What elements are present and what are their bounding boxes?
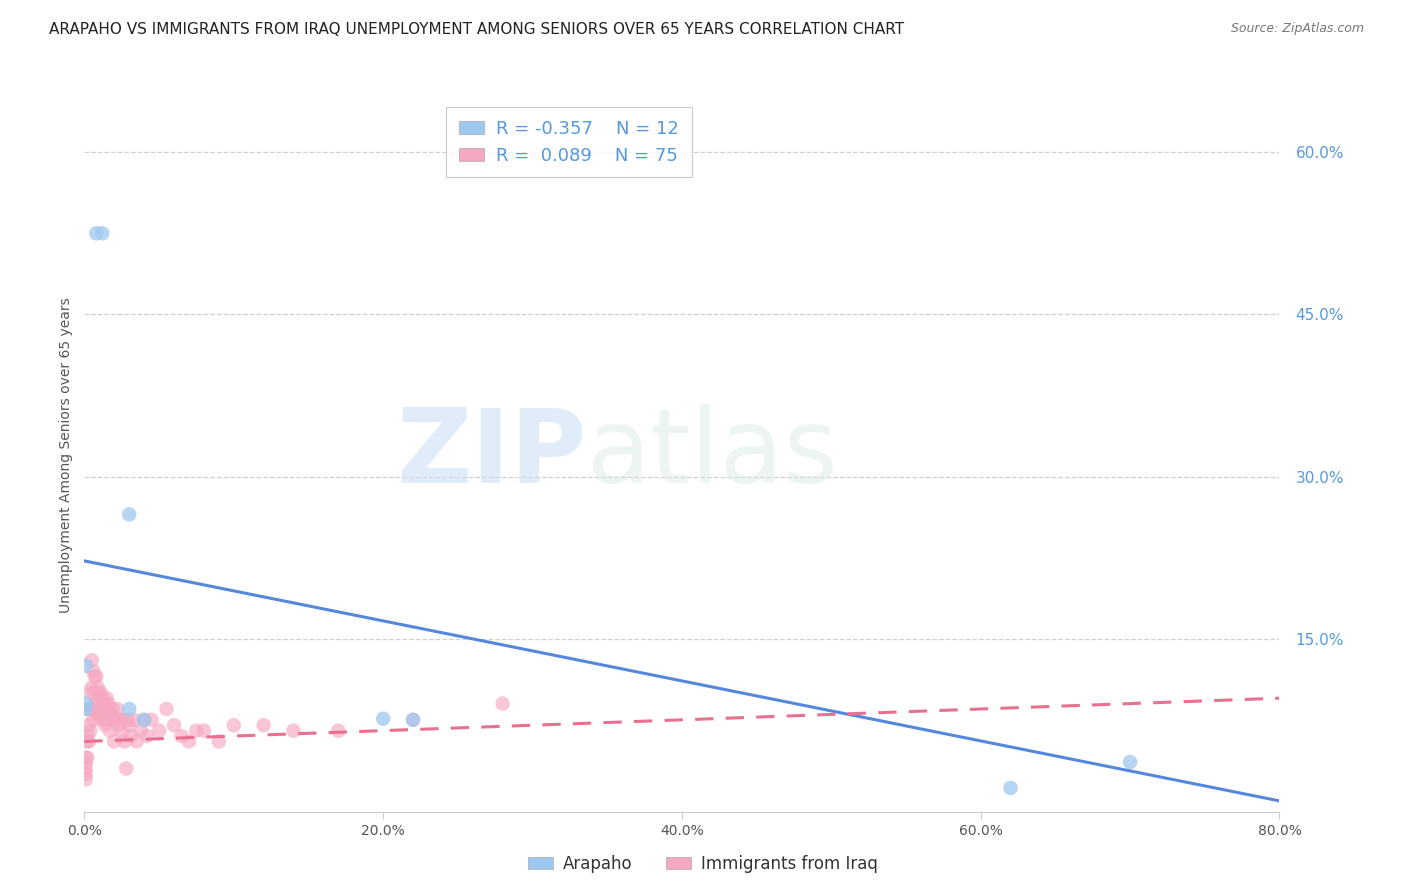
Point xyxy=(283,723,305,738)
Point xyxy=(222,718,245,732)
Point xyxy=(107,718,129,732)
Point xyxy=(94,718,117,732)
Point xyxy=(120,729,142,743)
Point xyxy=(77,702,100,716)
Point xyxy=(77,718,100,732)
Point xyxy=(75,702,97,716)
Point xyxy=(103,734,125,748)
Point xyxy=(89,707,111,722)
Point xyxy=(129,723,152,738)
Point xyxy=(104,713,127,727)
Point xyxy=(79,702,101,716)
Point xyxy=(132,713,156,727)
Point xyxy=(76,734,98,748)
Point xyxy=(98,702,121,716)
Point xyxy=(122,713,145,727)
Point xyxy=(105,702,128,716)
Point xyxy=(96,691,118,706)
Point xyxy=(115,762,138,776)
Text: Source: ZipAtlas.com: Source: ZipAtlas.com xyxy=(1230,22,1364,36)
Point xyxy=(75,750,97,764)
Point xyxy=(91,227,114,241)
Point xyxy=(125,734,148,748)
Point xyxy=(402,713,425,727)
Point xyxy=(75,658,97,673)
Point xyxy=(328,723,350,738)
Point xyxy=(75,756,97,770)
Text: ZIP: ZIP xyxy=(396,404,586,506)
Point xyxy=(93,697,115,711)
Point xyxy=(89,686,111,700)
Point xyxy=(91,691,114,706)
Point xyxy=(253,718,276,732)
Point xyxy=(80,681,103,695)
Point xyxy=(79,686,101,700)
Point xyxy=(91,713,114,727)
Point xyxy=(101,702,124,716)
Point xyxy=(96,713,118,727)
Point xyxy=(111,723,134,738)
Point xyxy=(186,723,208,738)
Point xyxy=(114,734,136,748)
Point xyxy=(83,669,105,683)
Point xyxy=(98,723,121,738)
Point xyxy=(83,697,105,711)
Point xyxy=(132,713,156,727)
Point xyxy=(110,713,132,727)
Point xyxy=(82,713,104,727)
Point xyxy=(1119,755,1142,769)
Point xyxy=(103,713,125,727)
Point xyxy=(76,750,98,764)
Point xyxy=(76,729,98,743)
Point xyxy=(112,713,135,727)
Point xyxy=(97,697,120,711)
Point xyxy=(75,772,97,787)
Point xyxy=(82,664,104,678)
Point xyxy=(86,669,108,683)
Point xyxy=(75,697,97,711)
Point xyxy=(148,723,170,738)
Point xyxy=(492,697,515,711)
Point xyxy=(141,713,163,727)
Point xyxy=(177,734,200,748)
Point xyxy=(402,713,425,727)
Text: atlas: atlas xyxy=(586,404,838,506)
Point xyxy=(155,702,177,716)
Point xyxy=(373,712,395,726)
Legend: Arapaho, Immigrants from Iraq: Arapaho, Immigrants from Iraq xyxy=(522,848,884,880)
Point xyxy=(170,729,193,743)
Legend: R = -0.357    N = 12, R =  0.089    N = 75: R = -0.357 N = 12, R = 0.089 N = 75 xyxy=(446,107,692,178)
Point xyxy=(80,653,103,667)
Point xyxy=(75,767,97,781)
Point xyxy=(82,686,104,700)
Point xyxy=(87,707,110,722)
Point xyxy=(75,762,97,776)
Point xyxy=(100,707,122,722)
Point xyxy=(208,734,231,748)
Point xyxy=(118,702,141,716)
Point xyxy=(1000,780,1022,795)
Text: ARAPAHO VS IMMIGRANTS FROM IRAQ UNEMPLOYMENT AMONG SENIORS OVER 65 YEARS CORRELA: ARAPAHO VS IMMIGRANTS FROM IRAQ UNEMPLOY… xyxy=(49,22,904,37)
Point xyxy=(94,697,117,711)
Point xyxy=(86,227,108,241)
Point xyxy=(79,723,101,738)
Point xyxy=(193,723,215,738)
Point xyxy=(90,686,112,700)
Point xyxy=(117,713,139,727)
Point xyxy=(80,702,103,716)
Point xyxy=(163,718,186,732)
Y-axis label: Unemployment Among Seniors over 65 years: Unemployment Among Seniors over 65 years xyxy=(59,297,73,613)
Point xyxy=(90,707,112,722)
Point xyxy=(118,508,141,522)
Point xyxy=(118,718,141,732)
Point xyxy=(87,681,110,695)
Point xyxy=(86,697,108,711)
Point xyxy=(136,729,159,743)
Point xyxy=(77,734,100,748)
